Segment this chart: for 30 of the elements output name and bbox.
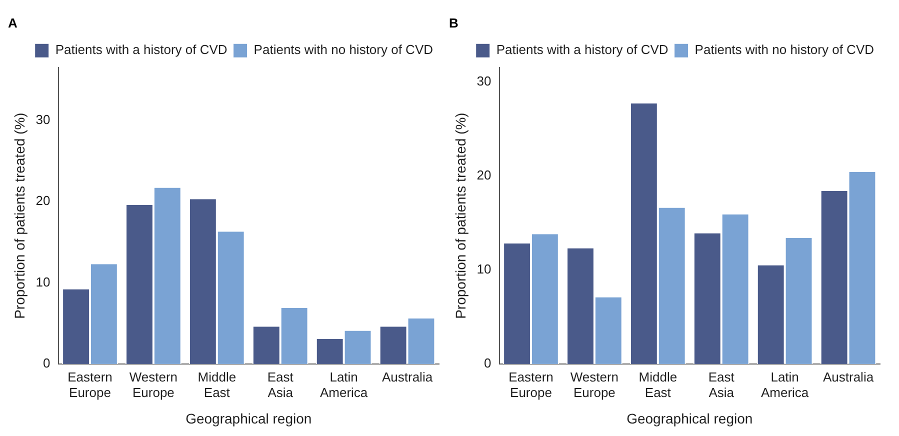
x-tick-label: Australia [382, 369, 434, 384]
x-axis-title: Geographical region [626, 410, 753, 426]
y-tick-label: 30 [36, 112, 50, 127]
legend-label: Patients with no history of CVD [254, 42, 434, 58]
y-tick-label: 20 [476, 167, 492, 182]
x-tick-label: Latin America [320, 369, 368, 400]
x-tick-label: Western Europe [570, 369, 619, 400]
y-tick-label: 0 [484, 356, 492, 371]
y-tick-label: 30 [476, 73, 492, 88]
chart-title: B [449, 15, 458, 30]
chart-title: A [8, 15, 18, 30]
y-tick-label: 20 [36, 193, 50, 208]
x-tick-label: Eastern Europe [508, 369, 554, 400]
y-tick-label: 0 [43, 356, 50, 371]
legend-label: Patients with a history of CVD [55, 42, 228, 58]
x-tick-label: East Asia [708, 369, 735, 400]
y-tick-label: 10 [36, 274, 50, 290]
y-axis-title: Proportion of patients treated (%) [11, 112, 28, 319]
legend-label: Patients with no history of CVD [694, 42, 874, 58]
legend-label: Patients with a history of CVD [496, 42, 668, 58]
x-tick-label: Western Europe [129, 369, 178, 400]
x-tick-label: Middle East [638, 369, 678, 400]
y-tick-label: 10 [476, 261, 492, 276]
x-tick-label: East Asia [267, 369, 294, 400]
x-axis-title: Geographical region [186, 410, 312, 426]
y-axis-title: Proportion of patients treated (%) [452, 112, 468, 319]
x-tick-label: Latin America [760, 369, 810, 400]
x-tick-label: Australia [822, 369, 874, 384]
x-tick-label: Eastern Europe [68, 369, 112, 400]
x-tick-label: Middle East [198, 369, 236, 400]
